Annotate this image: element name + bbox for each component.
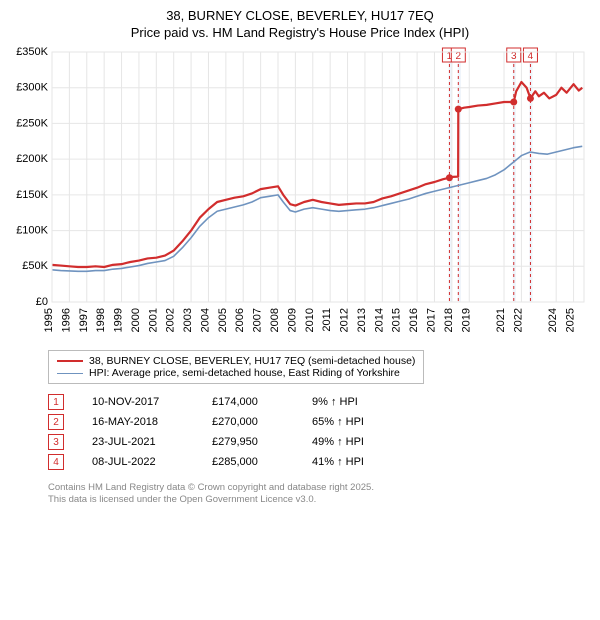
legend-label: HPI: Average price, semi-detached house,…	[89, 367, 400, 379]
legend-swatch	[57, 360, 83, 362]
svg-text:2015: 2015	[391, 308, 403, 332]
svg-text:2019: 2019	[460, 308, 472, 332]
svg-text:£250K: £250K	[16, 117, 48, 129]
svg-text:2006: 2006	[234, 308, 246, 332]
sale-pct: 49% ↑ HPI	[312, 436, 402, 448]
svg-text:2000: 2000	[130, 308, 142, 332]
svg-text:2025: 2025	[565, 308, 577, 332]
svg-text:2001: 2001	[147, 308, 159, 332]
sales-table: 1 10-NOV-2017£174,0009% ↑ HPI 2 16-MAY-2018…	[48, 392, 600, 472]
sale-marker-box: 4	[48, 454, 64, 470]
svg-text:2011: 2011	[321, 308, 333, 332]
svg-text:2012: 2012	[339, 308, 351, 332]
svg-text:2005: 2005	[217, 308, 229, 332]
line-chart-svg: £0 £50K £100K £150K £200K £250K £300K £350K 1995…	[10, 46, 590, 346]
svg-text:1999: 1999	[113, 308, 125, 332]
chart-area: £0 £50K £100K £150K £200K £250K £300K £350K 1995…	[10, 46, 590, 346]
svg-text:2: 2	[456, 51, 462, 62]
sale-date: 23-JUL-2021	[92, 436, 212, 448]
svg-text:2013: 2013	[356, 308, 368, 332]
license-line1: Contains HM Land Registry data © Crown c…	[48, 482, 600, 494]
sale-pct: 65% ↑ HPI	[312, 416, 402, 428]
legend-swatch	[57, 373, 83, 374]
svg-text:£300K: £300K	[16, 82, 48, 94]
sale-price: £270,000	[212, 416, 312, 428]
legend: 38, BURNEY CLOSE, BEVERLEY, HU17 7EQ (se…	[48, 350, 424, 384]
svg-text:2004: 2004	[199, 308, 211, 332]
chart-title: 38, BURNEY CLOSE, BEVERLEY, HU17 7EQ Pri…	[0, 0, 600, 40]
svg-text:2014: 2014	[373, 308, 385, 332]
sale-pct: 41% ↑ HPI	[312, 456, 402, 468]
title-line2: Price paid vs. HM Land Registry's House …	[0, 25, 600, 40]
sale-row: 2 16-MAY-2018£270,00065% ↑ HPI	[48, 412, 600, 432]
svg-text:2017: 2017	[425, 308, 437, 332]
svg-text:2009: 2009	[286, 308, 298, 332]
sale-marker-box: 3	[48, 434, 64, 450]
svg-text:2007: 2007	[252, 308, 264, 332]
sale-price: £174,000	[212, 396, 312, 408]
svg-text:1996: 1996	[60, 308, 72, 332]
legend-item: HPI: Average price, semi-detached house,…	[57, 367, 415, 379]
svg-text:1997: 1997	[78, 308, 90, 332]
svg-text:2022: 2022	[512, 308, 524, 332]
svg-text:4: 4	[528, 51, 534, 62]
svg-text:1995: 1995	[43, 308, 55, 332]
svg-text:£350K: £350K	[16, 46, 48, 58]
svg-text:2021: 2021	[495, 308, 507, 332]
svg-text:2024: 2024	[547, 308, 559, 332]
sale-date: 08-JUL-2022	[92, 456, 212, 468]
sale-price: £279,950	[212, 436, 312, 448]
svg-text:£150K: £150K	[16, 189, 48, 201]
page: 38, BURNEY CLOSE, BEVERLEY, HU17 7EQ Pri…	[0, 0, 600, 507]
sale-row: 3 23-JUL-2021£279,95049% ↑ HPI	[48, 432, 600, 452]
svg-text:£200K: £200K	[16, 153, 48, 165]
svg-text:£50K: £50K	[22, 260, 48, 272]
sale-date: 10-NOV-2017	[92, 396, 212, 408]
sale-pct: 9% ↑ HPI	[312, 396, 402, 408]
svg-text:2016: 2016	[408, 308, 420, 332]
svg-text:2018: 2018	[443, 308, 455, 332]
svg-text:2002: 2002	[165, 308, 177, 332]
svg-text:2010: 2010	[304, 308, 316, 332]
svg-text:£0: £0	[36, 296, 48, 308]
sale-date: 16-MAY-2018	[92, 416, 212, 428]
svg-text:2008: 2008	[269, 308, 281, 332]
svg-text:£100K: £100K	[16, 224, 48, 236]
legend-label: 38, BURNEY CLOSE, BEVERLEY, HU17 7EQ (se…	[89, 355, 415, 367]
svg-text:1998: 1998	[95, 308, 107, 332]
sale-price: £285,000	[212, 456, 312, 468]
sale-row: 1 10-NOV-2017£174,0009% ↑ HPI	[48, 392, 600, 412]
svg-text:2003: 2003	[182, 308, 194, 332]
license-line2: This data is licensed under the Open Gov…	[48, 494, 600, 506]
svg-text:3: 3	[511, 51, 517, 62]
title-line1: 38, BURNEY CLOSE, BEVERLEY, HU17 7EQ	[0, 8, 600, 23]
sale-marker-box: 2	[48, 414, 64, 430]
sale-row: 4 08-JUL-2022£285,00041% ↑ HPI	[48, 452, 600, 472]
license-text: Contains HM Land Registry data © Crown c…	[48, 482, 600, 507]
sale-marker-box: 1	[48, 394, 64, 410]
legend-item: 38, BURNEY CLOSE, BEVERLEY, HU17 7EQ (se…	[57, 355, 415, 367]
